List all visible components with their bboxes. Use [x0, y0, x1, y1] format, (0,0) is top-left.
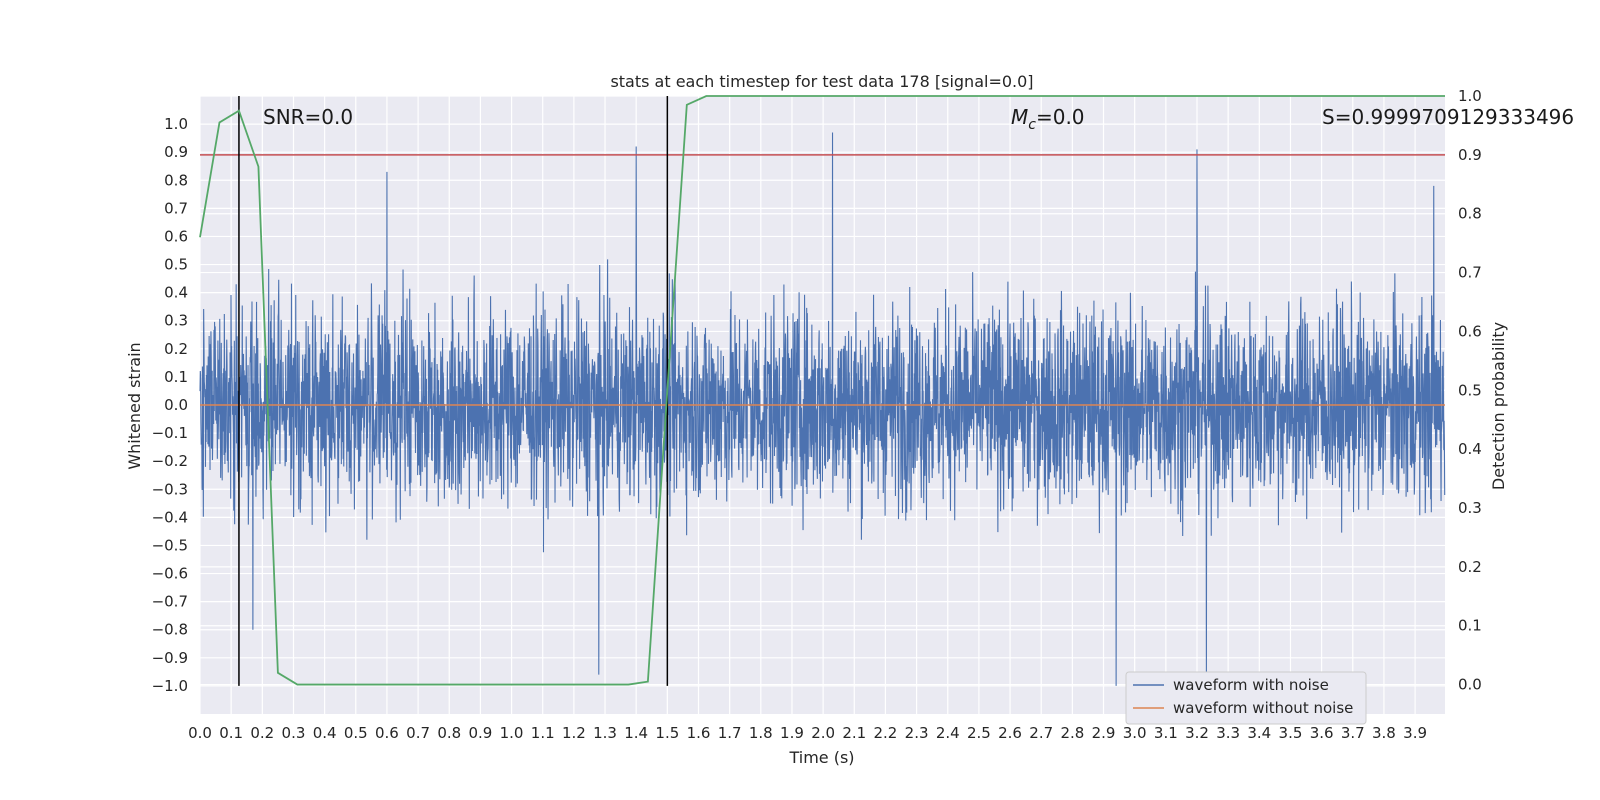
- mc-subscript: c: [1028, 117, 1036, 133]
- mc-symbol: M: [1011, 105, 1028, 129]
- x-tick-label: 2.1: [842, 724, 866, 742]
- y2-axis-label: Detection probability: [1489, 322, 1508, 490]
- y-tick-label: −0.3: [152, 480, 188, 498]
- x-axis-label: Time (s): [788, 748, 854, 767]
- y2-tick-label: 0.4: [1458, 440, 1482, 458]
- x-tick-label: 1.1: [531, 724, 555, 742]
- y-tick-label: 0.4: [164, 284, 188, 302]
- x-tick-label: 0.3: [282, 724, 306, 742]
- y-tick-label: 0.5: [164, 256, 188, 274]
- y-tick-label: 0.6: [164, 227, 188, 245]
- x-tick-label: 2.2: [874, 724, 898, 742]
- x-tick-label: 0.6: [375, 724, 399, 742]
- y-tick-label: −0.9: [152, 649, 188, 667]
- y-tick-label: 0.9: [164, 143, 188, 161]
- x-tick-label: 1.7: [718, 724, 742, 742]
- x-tick-label: 3.8: [1372, 724, 1396, 742]
- y2-tick-label: 0.6: [1458, 322, 1482, 340]
- legend: waveform with noise waveform without noi…: [1125, 671, 1367, 725]
- x-tick-label: 3.7: [1341, 724, 1365, 742]
- y-tick-label: 0.0: [164, 396, 188, 414]
- x-tick-label: 0.0: [188, 724, 212, 742]
- x-tick-label: 0.5: [344, 724, 368, 742]
- y2-tick-label: 0.1: [1458, 617, 1482, 635]
- y2-tick-label: 0.3: [1458, 499, 1482, 517]
- x-tick-label: 1.6: [687, 724, 711, 742]
- y-tick-label: 0.8: [164, 171, 188, 189]
- x-tick-label: 3.6: [1310, 724, 1334, 742]
- x-tick-label: 0.7: [406, 724, 430, 742]
- y2-tick-label: 0.0: [1458, 676, 1482, 694]
- x-tick-label: 0.4: [313, 724, 337, 742]
- y-tick-label: 1.0: [164, 115, 188, 133]
- x-tick-label: 1.8: [749, 724, 773, 742]
- x-tick-label: 1.3: [593, 724, 617, 742]
- y-tick-label: 0.2: [164, 340, 188, 358]
- y-tick-label: 0.7: [164, 199, 188, 217]
- snr-annotation: SNR=0.0: [263, 105, 353, 129]
- x-tick-label: 2.4: [936, 724, 960, 742]
- x-tick-label: 0.1: [219, 724, 243, 742]
- y2-tick-label: 0.5: [1458, 381, 1482, 399]
- legend-label-clean: waveform without noise: [1173, 699, 1353, 717]
- x-tick-label: 3.9: [1403, 724, 1427, 742]
- mc-value: =0.0: [1036, 105, 1085, 129]
- y-tick-label: −0.7: [152, 593, 188, 611]
- x-tick-label: 2.6: [998, 724, 1022, 742]
- x-tick-label: 1.9: [780, 724, 804, 742]
- s-annotation: S=0.9999709129333496: [1322, 105, 1574, 129]
- x-tick-label: 1.4: [624, 724, 648, 742]
- y2-tick-label: 1.0: [1458, 87, 1482, 105]
- x-tick-label: 3.4: [1247, 724, 1271, 742]
- x-tick-label: 3.2: [1185, 724, 1209, 742]
- x-tick-label: 2.5: [967, 724, 991, 742]
- probability-trace: [199, 95, 1445, 686]
- x-tick-label: 2.9: [1092, 724, 1116, 742]
- x-tick-label: 2.8: [1060, 724, 1084, 742]
- y-tick-label: −0.5: [152, 536, 188, 554]
- x-tick-label: 0.9: [468, 724, 492, 742]
- y-axis-label: Whitened strain: [125, 342, 144, 469]
- x-tick-label: 1.5: [655, 724, 679, 742]
- y-tick-label: −0.1: [152, 424, 188, 442]
- x-tick-label: 3.3: [1216, 724, 1240, 742]
- y2-tick-label: 0.8: [1458, 205, 1482, 223]
- x-tick-label: 0.8: [437, 724, 461, 742]
- y-tick-label: 0.1: [164, 368, 188, 386]
- x-tick-label: 3.0: [1123, 724, 1147, 742]
- x-tick-label: 0.2: [250, 724, 274, 742]
- y-tick-labels: 1.0 0.9 0.8 0.7 0.6 0.5 0.4 0.3 0.2 0.1 0.0 −0.1 −0.…: [152, 115, 188, 695]
- y2-tick-labels: 1.0 0.9 0.8 0.7 0.6 0.5 0.4 0.3 0.2 0.1 0.0: [1458, 87, 1482, 694]
- y2-tick-label: 0.7: [1458, 264, 1482, 282]
- mc-annotation: Mc=0.0: [1011, 105, 1085, 133]
- y-tick-label: −1.0: [152, 677, 188, 695]
- x-tick-label: 3.1: [1154, 724, 1178, 742]
- y-tick-label: −0.4: [152, 508, 188, 526]
- x-tick-labels: 0.0 0.1 0.2 0.3 0.4 0.5 0.6 0.7 0.8 0.9 1.0 1.1 1.2 1…: [188, 724, 1427, 742]
- y2-tick-label: 0.2: [1458, 558, 1482, 576]
- x-tick-label: 3.5: [1279, 724, 1303, 742]
- chart-title: stats at each timestep for test data 178…: [610, 72, 1033, 91]
- x-tick-label: 2.7: [1029, 724, 1053, 742]
- x-tick-label: 1.0: [500, 724, 524, 742]
- y-tick-label: −0.2: [152, 452, 188, 470]
- legend-label-noise: waveform with noise: [1173, 676, 1329, 694]
- x-tick-label: 2.0: [811, 724, 835, 742]
- y-tick-label: −0.8: [152, 621, 188, 639]
- y2-tick-label: 0.9: [1458, 146, 1482, 164]
- y-tick-label: 0.3: [164, 312, 188, 330]
- detection-probability-series: [199, 95, 1445, 686]
- x-tick-label: 1.2: [562, 724, 586, 742]
- y-tick-label: −0.6: [152, 565, 188, 583]
- x-tick-label: 2.3: [905, 724, 929, 742]
- legend-box: [1125, 671, 1367, 725]
